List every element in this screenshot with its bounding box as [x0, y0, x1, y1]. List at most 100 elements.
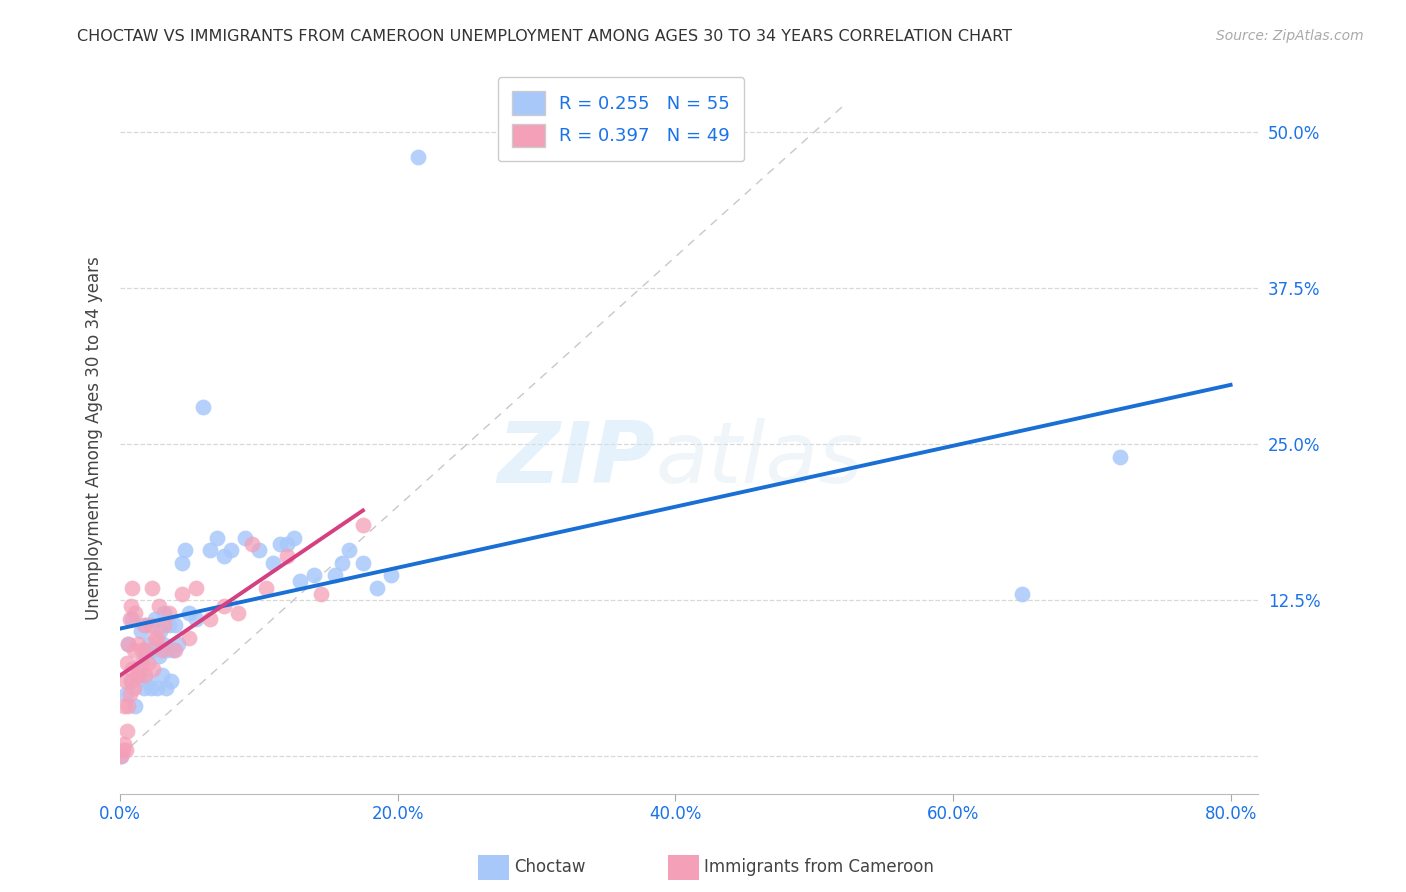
- Text: Immigrants from Cameroon: Immigrants from Cameroon: [704, 858, 934, 876]
- Point: [112, 699, 135, 714]
- Point: [118, 612, 141, 626]
- Text: atlas: atlas: [655, 417, 863, 500]
- Point: [127, 637, 149, 651]
- Point: [1011, 587, 1033, 601]
- Point: [233, 531, 256, 545]
- Point: [290, 574, 312, 589]
- Point: [283, 531, 305, 545]
- Point: [132, 618, 155, 632]
- Point: [143, 631, 166, 645]
- Point: [120, 674, 142, 689]
- Point: [162, 643, 184, 657]
- Point: [114, 674, 136, 689]
- Point: [200, 612, 222, 626]
- Point: [143, 612, 166, 626]
- Point: [110, 749, 132, 764]
- Point: [1108, 450, 1130, 464]
- Point: [157, 606, 180, 620]
- Point: [110, 749, 132, 764]
- Legend: R = 0.255   N = 55, R = 0.397   N = 49: R = 0.255 N = 55, R = 0.397 N = 49: [498, 77, 744, 161]
- Point: [148, 599, 170, 614]
- Point: [167, 637, 190, 651]
- Point: [149, 624, 172, 639]
- Point: [254, 581, 277, 595]
- Point: [155, 681, 177, 695]
- Point: [148, 649, 170, 664]
- Point: [141, 643, 163, 657]
- Point: [129, 624, 152, 639]
- Point: [124, 606, 146, 620]
- Point: [125, 668, 148, 682]
- Point: [134, 668, 156, 682]
- Text: Source: ZipAtlas.com: Source: ZipAtlas.com: [1216, 29, 1364, 43]
- Point: [309, 587, 332, 601]
- Point: [121, 662, 143, 676]
- Point: [380, 568, 402, 582]
- Point: [134, 649, 156, 664]
- Point: [150, 643, 173, 657]
- Point: [352, 518, 374, 533]
- Point: [115, 724, 138, 739]
- Point: [120, 599, 142, 614]
- Point: [142, 662, 165, 676]
- Point: [117, 637, 139, 651]
- Point: [124, 699, 146, 714]
- Point: [121, 612, 143, 626]
- Point: [135, 618, 157, 632]
- Point: [205, 531, 228, 545]
- Point: [128, 668, 150, 682]
- Point: [139, 681, 162, 695]
- Point: [138, 637, 160, 651]
- Point: [160, 674, 183, 689]
- Point: [186, 612, 208, 626]
- Point: [111, 743, 134, 757]
- Point: [240, 537, 263, 551]
- Point: [146, 631, 169, 645]
- Point: [352, 556, 374, 570]
- Text: Choctaw: Choctaw: [515, 858, 586, 876]
- Point: [226, 606, 249, 620]
- Point: [165, 643, 187, 657]
- Point: [323, 568, 346, 582]
- Point: [330, 556, 353, 570]
- Point: [136, 674, 159, 689]
- Point: [200, 543, 222, 558]
- Y-axis label: Unemployment Among Ages 30 to 34 years: Unemployment Among Ages 30 to 34 years: [86, 256, 103, 620]
- Text: ZIP: ZIP: [498, 417, 655, 500]
- Point: [219, 543, 242, 558]
- Point: [276, 549, 298, 564]
- Point: [156, 643, 179, 657]
- Point: [117, 637, 139, 651]
- Point: [150, 668, 173, 682]
- Point: [114, 687, 136, 701]
- Point: [139, 618, 162, 632]
- Point: [153, 618, 176, 632]
- Point: [337, 543, 360, 558]
- Point: [122, 643, 145, 657]
- Point: [129, 656, 152, 670]
- Point: [408, 150, 430, 164]
- Point: [141, 581, 163, 595]
- Point: [304, 568, 326, 582]
- Point: [193, 400, 215, 414]
- Point: [157, 618, 180, 632]
- Point: [127, 662, 149, 676]
- Point: [212, 549, 235, 564]
- Point: [135, 643, 157, 657]
- Point: [136, 656, 159, 670]
- Point: [172, 587, 194, 601]
- Point: [121, 581, 143, 595]
- Point: [262, 556, 284, 570]
- Point: [172, 556, 194, 570]
- Point: [117, 699, 139, 714]
- Point: [146, 681, 169, 695]
- Point: [132, 681, 155, 695]
- Point: [179, 631, 201, 645]
- Point: [212, 599, 235, 614]
- Point: [122, 681, 145, 695]
- Point: [174, 543, 197, 558]
- Point: [153, 606, 176, 620]
- Point: [112, 737, 135, 751]
- Point: [165, 618, 187, 632]
- Point: [269, 537, 291, 551]
